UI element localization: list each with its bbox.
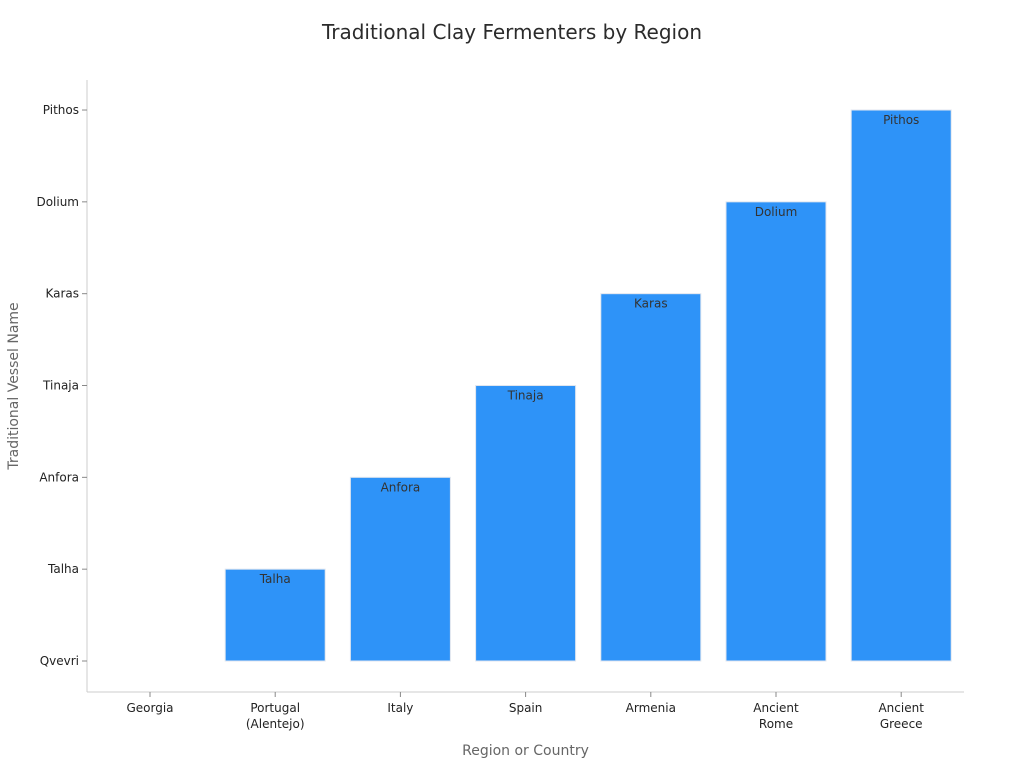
x-tick-label: Portugal <box>250 701 300 715</box>
x-tick-label: (Alentejo) <box>246 717 305 731</box>
bar-data-label: Anfora <box>381 480 421 494</box>
bar-data-label: Talha <box>259 572 291 586</box>
y-tick-label: Karas <box>45 287 79 301</box>
bars-group: Talha Anfora Tinaja Karas Dolium Pithos <box>224 109 952 662</box>
x-tick-label: Greece <box>880 717 923 731</box>
y-ticks-group: Qvevri Talha Anfora Tinaja Karas Dolium Pithos <box>36 103 87 668</box>
y-tick-label: Dolium <box>36 195 79 209</box>
y-tick-label: Talha <box>47 562 79 576</box>
y-axis-title: Traditional Vessel Name <box>6 302 22 470</box>
chart-title: Traditional Clay Fermenters by Region <box>321 20 702 44</box>
x-tick-label: Italy <box>387 701 413 715</box>
bar <box>475 385 577 662</box>
x-tick-label: Ancient <box>753 701 799 715</box>
y-tick-label: Qvevri <box>40 654 79 668</box>
x-tick-label: Georgia <box>126 701 173 715</box>
bar <box>349 476 451 662</box>
y-tick-label: Tinaja <box>42 379 79 393</box>
x-ticks-group: Georgia Portugal (Alentejo) Italy Spain Armen… <box>126 692 924 731</box>
x-tick-label: Spain <box>509 701 543 715</box>
bar <box>850 109 952 662</box>
x-tick-label: Rome <box>759 717 793 731</box>
bar <box>224 568 326 662</box>
bar-data-label: Tinaja <box>507 389 544 403</box>
x-tick-label: Armenia <box>626 701 676 715</box>
bar-data-label: Karas <box>634 297 668 311</box>
bar-data-label: Pithos <box>883 113 919 127</box>
x-axis-title: Region or Country <box>462 743 589 759</box>
y-tick-label: Pithos <box>43 103 79 117</box>
y-tick-label: Anfora <box>39 470 79 484</box>
x-tick-label: Ancient <box>878 701 924 715</box>
bar-data-label: Dolium <box>755 205 798 219</box>
bar <box>725 201 827 662</box>
bar <box>600 293 702 662</box>
